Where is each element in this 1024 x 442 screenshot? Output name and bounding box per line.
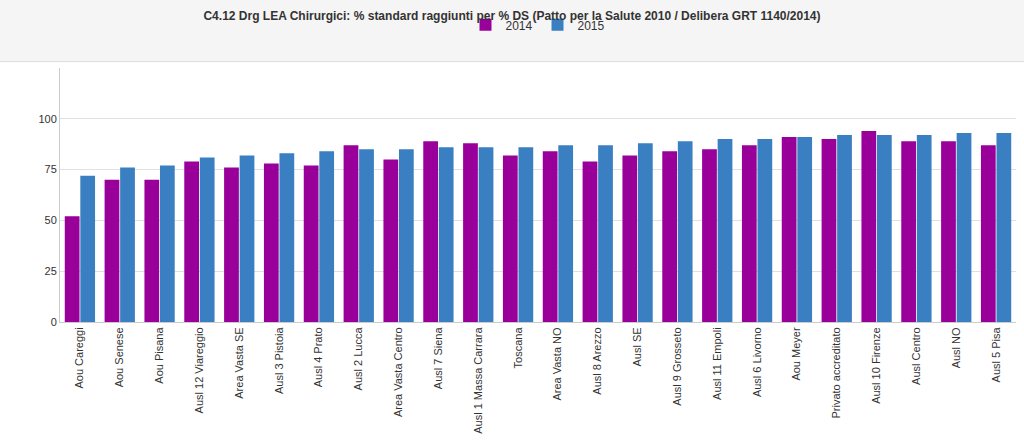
- svg-text:Aou Senese: Aou Senese: [113, 327, 125, 387]
- svg-text:Ausl SE: Ausl SE: [631, 327, 643, 366]
- svg-text:Ausl 1 Massa Carrara: Ausl 1 Massa Carrara: [472, 327, 484, 434]
- svg-text:Aou Careggi: Aou Careggi: [73, 327, 85, 388]
- svg-text:Ausl 12 Viareggio: Ausl 12 Viareggio: [193, 327, 205, 413]
- svg-text:Ausl Centro: Ausl Centro: [910, 327, 922, 384]
- svg-text:Ausl 7 Siena: Ausl 7 Siena: [432, 327, 444, 390]
- svg-text:25: 25: [45, 265, 57, 277]
- svg-text:Ausl 10 Firenze: Ausl 10 Firenze: [870, 327, 882, 403]
- svg-text:Area Vasta NO: Area Vasta NO: [551, 327, 563, 401]
- svg-text:Privato accreditato: Privato accreditato: [830, 327, 842, 418]
- svg-text:Ausl 5 Pisa: Ausl 5 Pisa: [990, 327, 1002, 383]
- svg-text:Ausl 8 Arezzo: Ausl 8 Arezzo: [591, 327, 603, 394]
- svg-text:Aou Pisana: Aou Pisana: [153, 327, 165, 384]
- svg-text:50: 50: [45, 214, 57, 226]
- svg-text:2015: 2015: [578, 19, 605, 33]
- svg-text:Aou Meyer: Aou Meyer: [790, 327, 802, 381]
- svg-text:Area Vasta Centro: Area Vasta Centro: [392, 327, 404, 417]
- svg-text:Ausl 4 Prato: Ausl 4 Prato: [312, 327, 324, 387]
- svg-text:C4.12 Drg LEA Chirurgici: % st: C4.12 Drg LEA Chirurgici: % standard rag…: [203, 9, 820, 23]
- svg-text:Ausl 9 Grosseto: Ausl 9 Grosseto: [671, 327, 683, 405]
- svg-text:Ausl 2 Lucca: Ausl 2 Lucca: [352, 327, 364, 391]
- svg-text:Area Vasta SE: Area Vasta SE: [233, 327, 245, 398]
- svg-text:100: 100: [38, 113, 56, 125]
- svg-text:0: 0: [51, 316, 57, 328]
- svg-text:Ausl 3 Pistoia: Ausl 3 Pistoia: [273, 327, 285, 395]
- svg-text:75: 75: [45, 163, 57, 175]
- svg-text:Ausl 11 Empoli: Ausl 11 Empoli: [711, 327, 723, 400]
- svg-text:Ausl 6 Livorno: Ausl 6 Livorno: [751, 327, 763, 397]
- svg-text:2014: 2014: [506, 19, 533, 33]
- svg-text:Toscana: Toscana: [512, 327, 524, 369]
- svg-text:Ausl NO: Ausl NO: [950, 327, 962, 368]
